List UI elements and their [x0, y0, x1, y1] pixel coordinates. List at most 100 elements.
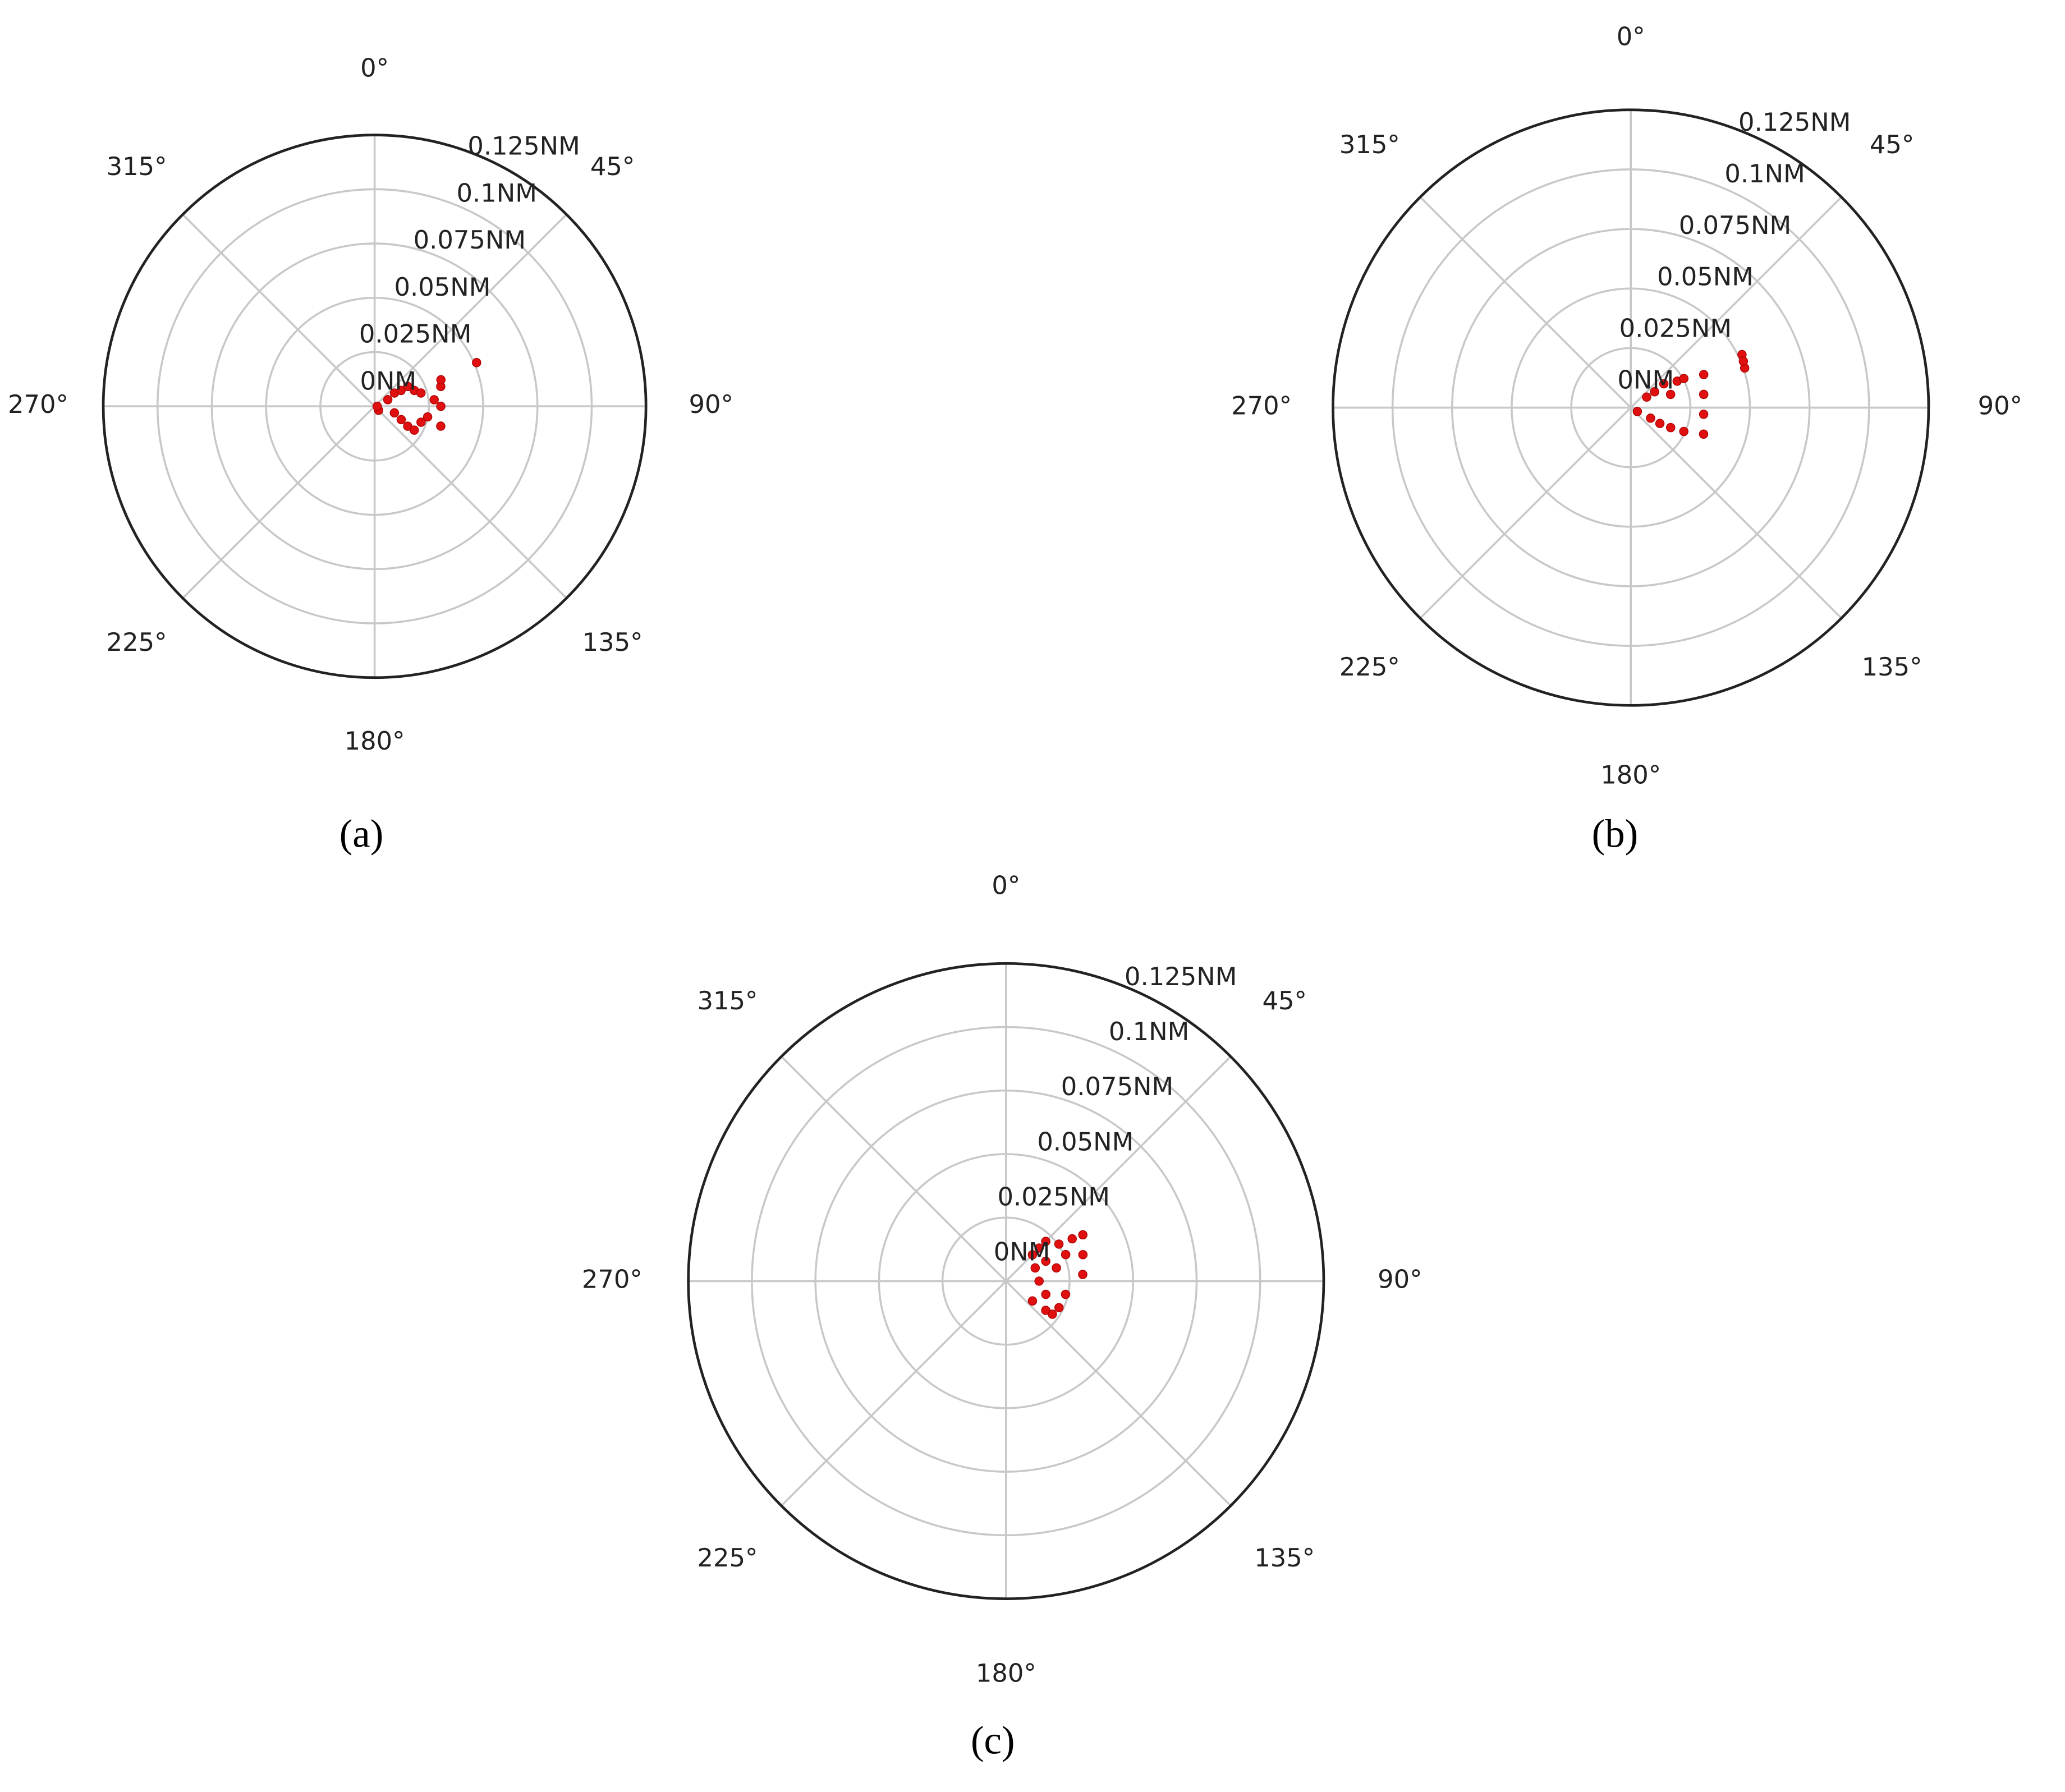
radial-tick-label: 0.125NM: [467, 131, 580, 161]
data-point: [1041, 1237, 1050, 1246]
angle-tick-label: 135°: [582, 627, 643, 657]
radial-tick-label: 0NM: [1617, 365, 1674, 395]
data-point: [1048, 1309, 1057, 1319]
data-point: [1659, 379, 1669, 389]
radial-grid-ring: [751, 1026, 1261, 1537]
data-point: [1027, 1296, 1038, 1306]
angle-grid-line: [374, 213, 567, 407]
radial-grid-ring: [941, 1216, 1071, 1346]
caption: (c): [971, 1719, 1015, 1762]
data-point: [409, 425, 419, 435]
angle-tick-label: 135°: [1862, 652, 1922, 682]
data-point: [1034, 1243, 1044, 1253]
caption: (a): [339, 812, 384, 856]
data-point: [1078, 1250, 1088, 1260]
data-point: [1041, 1289, 1050, 1299]
radial-grid-ring: [878, 1153, 1135, 1409]
angle-tick-label: 0°: [1617, 21, 1645, 51]
data-point: [1054, 1239, 1064, 1249]
data-point: [1699, 429, 1709, 439]
angle-grid-line: [182, 405, 375, 599]
radial-grid-ring: [1451, 228, 1811, 587]
data-point: [396, 415, 406, 425]
data-point: [1054, 1303, 1064, 1312]
angle-tick-label: 180°: [345, 726, 405, 756]
angle-grid-line: [182, 213, 375, 407]
data-point: [436, 421, 446, 431]
data-point: [403, 382, 412, 391]
data-point: [1665, 422, 1676, 433]
radial-tick-label: 0.025NM: [359, 319, 471, 349]
radial-tick-label: 0.1NM: [1724, 159, 1805, 189]
data-point: [416, 388, 426, 398]
angle-tick-label: 180°: [976, 1658, 1036, 1688]
data-point: [1679, 426, 1688, 436]
angle-tick-label: 45°: [1870, 130, 1914, 159]
data-point: [396, 385, 406, 396]
angle-grid-line: [1419, 196, 1632, 408]
data-point: [1699, 389, 1709, 399]
angle-tick-label: 90°: [1978, 391, 2022, 421]
angle-tick-label: 90°: [689, 389, 733, 419]
radial-tick-label: 0NM: [360, 366, 416, 396]
radial-grid-ring: [1570, 347, 1692, 468]
radial-grid-ring: [1511, 287, 1751, 528]
angle-tick-label: 270°: [582, 1264, 643, 1294]
radial-tick-label: 0.025NM: [998, 1182, 1110, 1211]
data-point: [1061, 1289, 1071, 1299]
data-point: [436, 401, 446, 411]
angle-tick-label: 180°: [1600, 760, 1661, 790]
radial-tick-label: 0.05NM: [1657, 262, 1754, 292]
angle-tick-label: 315°: [697, 986, 758, 1016]
angle-tick-label: 0°: [360, 53, 389, 83]
angle-tick-label: 270°: [1231, 391, 1292, 421]
radial-grid-ring: [814, 1089, 1198, 1473]
data-point: [1078, 1230, 1087, 1240]
data-point: [1679, 374, 1689, 383]
data-point: [472, 358, 481, 367]
data-point: [1061, 1249, 1071, 1260]
data-point: [389, 408, 400, 418]
angle-tick-label: 90°: [1378, 1264, 1422, 1294]
data-point: [1699, 370, 1709, 379]
radial-grid-ring: [1391, 168, 1870, 647]
data-point: [1646, 413, 1655, 423]
data-point: [1650, 387, 1659, 397]
radial-grid-ring: [156, 188, 593, 624]
data-point: [1655, 419, 1665, 429]
radial-tick-label: 0.075NM: [1061, 1072, 1173, 1101]
caption: (b): [1592, 812, 1639, 856]
data-point: [1078, 1270, 1087, 1279]
data-point: [1642, 392, 1651, 402]
data-point: [436, 375, 446, 385]
outer-ring: [687, 962, 1325, 1600]
data-point: [423, 412, 433, 422]
angle-grid-line: [781, 1280, 1007, 1507]
angle-tick-label: 225°: [107, 627, 167, 657]
data-point: [1030, 1263, 1040, 1273]
data-point: [372, 401, 382, 411]
data-point: [1738, 356, 1749, 366]
data-point: [1041, 1256, 1050, 1266]
angle-tick-label: 135°: [1254, 1543, 1315, 1573]
data-point: [1632, 407, 1642, 416]
angle-tick-label: 225°: [1339, 652, 1400, 682]
radial-tick-label: 0.05NM: [394, 272, 491, 302]
data-point: [429, 395, 439, 405]
angle-tick-label: 315°: [107, 151, 167, 181]
angle-tick-label: 45°: [590, 151, 635, 181]
radial-tick-label: 0.125NM: [1738, 107, 1851, 137]
data-point: [1665, 389, 1676, 399]
data-point: [1027, 1250, 1038, 1260]
radial-grid-ring: [265, 296, 484, 516]
radial-tick-label: 0.075NM: [414, 225, 526, 255]
angle-tick-label: 45°: [1263, 986, 1307, 1016]
radial-tick-label: 0.125NM: [1125, 962, 1237, 991]
data-point: [1052, 1263, 1061, 1273]
angle-tick-label: 0°: [992, 870, 1020, 900]
outer-ring: [102, 134, 648, 679]
radial-grid-ring: [210, 242, 539, 571]
radial-tick-label: 0.1NM: [1109, 1017, 1189, 1046]
radial-grid-ring: [319, 351, 430, 462]
